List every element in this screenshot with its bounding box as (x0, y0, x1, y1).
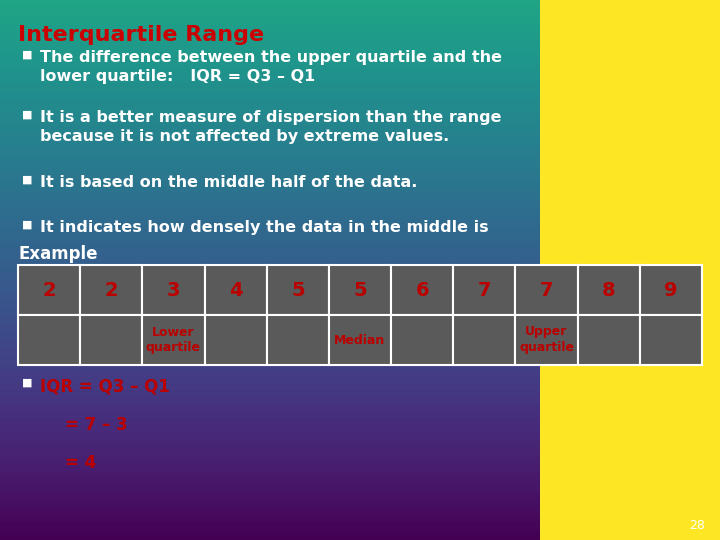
Bar (18, 265, 80, 315)
Text: 6: 6 (415, 280, 429, 300)
Text: 3: 3 (167, 280, 180, 300)
Bar (329, 265, 391, 315)
Text: Interquartile Range: Interquartile Range (18, 25, 264, 45)
Text: ■: ■ (22, 378, 32, 388)
Bar (640, 265, 702, 315)
Bar (143, 265, 204, 315)
Text: ■: ■ (22, 220, 32, 230)
Text: 8: 8 (602, 280, 616, 300)
Bar (143, 315, 204, 365)
Bar (18, 315, 80, 365)
Bar (266, 265, 329, 315)
Text: ■: ■ (22, 110, 32, 120)
Bar (391, 315, 454, 365)
Text: 9: 9 (664, 280, 678, 300)
Text: Upper
quartile: Upper quartile (519, 326, 574, 354)
Bar (454, 315, 516, 365)
Bar (577, 315, 640, 365)
Text: 2: 2 (42, 280, 56, 300)
Text: 7: 7 (477, 280, 491, 300)
Text: Lower
quartile: Lower quartile (146, 326, 201, 354)
Bar (266, 315, 329, 365)
Bar (391, 265, 454, 315)
Bar (329, 315, 391, 365)
Text: 2: 2 (104, 280, 118, 300)
Bar (80, 315, 143, 365)
Text: 28: 28 (689, 519, 705, 532)
Text: ■: ■ (22, 50, 32, 60)
Bar (204, 265, 266, 315)
Text: Median: Median (334, 334, 386, 347)
Text: It is based on the middle half of the data.: It is based on the middle half of the da… (40, 175, 418, 190)
Bar (204, 315, 266, 365)
Text: = 7 – 3: = 7 – 3 (65, 416, 127, 434)
Text: 7: 7 (540, 280, 553, 300)
Text: 5: 5 (291, 280, 305, 300)
Bar (577, 265, 640, 315)
Bar (80, 265, 143, 315)
Text: IQR = Q3 – Q1: IQR = Q3 – Q1 (40, 378, 170, 396)
Text: ■: ■ (22, 175, 32, 185)
Text: It indicates how densely the data in the middle is: It indicates how densely the data in the… (40, 220, 489, 235)
Text: = 4: = 4 (65, 454, 96, 472)
Bar (516, 265, 577, 315)
Bar (454, 265, 516, 315)
Text: Example: Example (18, 245, 97, 263)
Text: 4: 4 (229, 280, 243, 300)
Text: The difference between the upper quartile and the
lower quartile:   IQR = Q3 – Q: The difference between the upper quartil… (40, 50, 502, 84)
Bar (516, 315, 577, 365)
Text: 5: 5 (354, 280, 366, 300)
Text: It is a better measure of dispersion than the range
because it is not affected b: It is a better measure of dispersion tha… (40, 110, 502, 144)
Bar (640, 315, 702, 365)
